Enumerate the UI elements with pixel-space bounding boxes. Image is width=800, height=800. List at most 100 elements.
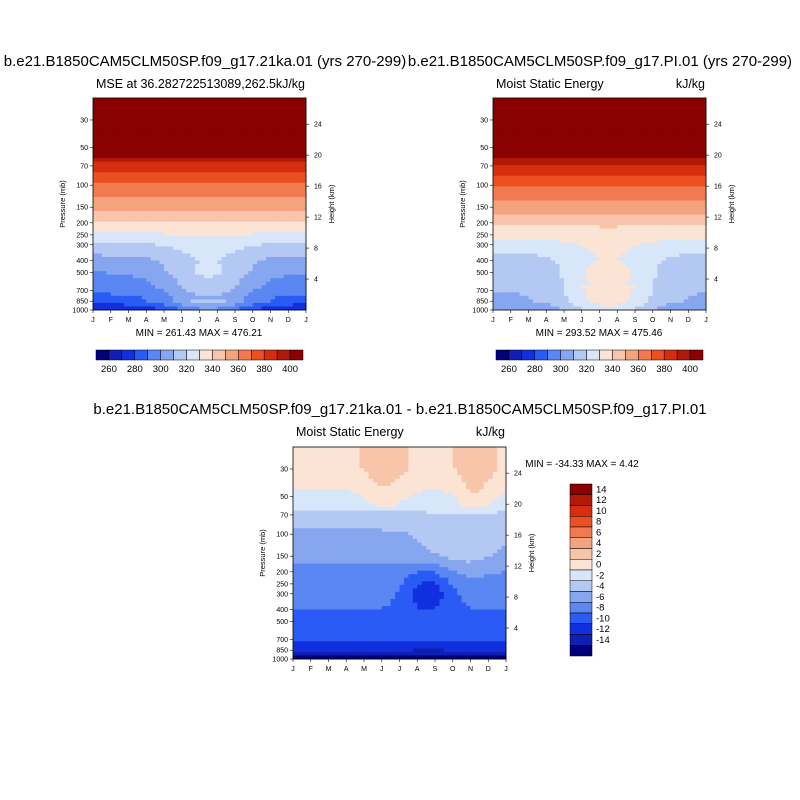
heatmap-cell xyxy=(532,200,538,205)
heatmap-cell xyxy=(212,274,218,279)
heatmap-cell xyxy=(257,140,263,145)
heatmap-cell xyxy=(639,200,645,205)
heatmap-cell xyxy=(683,98,689,102)
heatmap-cell xyxy=(572,228,578,233)
heatmap-cell xyxy=(150,112,156,117)
heatmap-cell xyxy=(239,179,245,184)
heatmap-cell xyxy=(248,235,254,240)
heatmap-cell xyxy=(292,214,298,219)
heatmap-cell xyxy=(292,179,298,184)
heatmap-cell xyxy=(608,207,614,212)
heatmap-cell xyxy=(679,161,685,166)
heatmap-cell xyxy=(661,242,667,247)
heatmap-cell xyxy=(657,143,663,148)
heatmap-cell xyxy=(292,207,298,212)
heatmap-cell xyxy=(541,232,547,237)
heatmap-cell xyxy=(146,143,152,148)
heatmap-cell xyxy=(132,249,138,254)
heatmap-cell xyxy=(101,257,107,261)
heatmap-cell xyxy=(621,179,627,184)
heatmap-cell xyxy=(617,151,623,155)
heatmap-cell xyxy=(93,140,98,145)
heatmap-cell xyxy=(132,246,138,251)
heatmap-cell xyxy=(697,196,702,201)
heatmap-cell xyxy=(510,115,516,120)
heatmap-cell xyxy=(532,168,538,173)
heatmap-cell xyxy=(261,115,267,120)
heatmap-cell xyxy=(586,211,592,215)
heatmap-cell xyxy=(203,158,209,162)
heatmap-cell xyxy=(519,207,525,212)
heatmap-cell xyxy=(648,119,654,124)
heatmap-cell xyxy=(115,225,121,230)
heatmap-cell xyxy=(635,218,640,223)
heatmap-cell xyxy=(635,193,640,198)
heatmap-cell xyxy=(688,112,694,117)
heatmap-cell xyxy=(524,204,529,208)
heatmap-cell xyxy=(137,101,143,106)
heatmap-cell xyxy=(141,133,147,138)
heatmap-cell xyxy=(119,172,125,177)
heatmap-cell xyxy=(159,129,165,134)
heatmap-cell xyxy=(292,143,298,148)
heatmap-cell xyxy=(115,207,121,212)
heatmap-cell xyxy=(626,214,631,219)
heatmap-cell xyxy=(106,200,112,205)
heatmap-cell xyxy=(692,211,698,215)
heatmap-cell xyxy=(101,200,107,205)
heatmap-cell xyxy=(608,98,614,102)
heatmap-cell xyxy=(537,151,543,155)
heatmap-cell xyxy=(132,274,138,279)
heatmap-cell xyxy=(230,161,236,166)
heatmap-cell xyxy=(537,126,543,131)
heatmap-cell xyxy=(230,98,236,102)
heatmap-cell xyxy=(670,108,676,113)
heatmap-cell xyxy=(261,207,267,212)
heatmap-cell xyxy=(164,108,169,113)
heatmap-cell xyxy=(97,175,103,180)
heatmap-cell xyxy=(186,129,192,134)
heatmap-cell xyxy=(701,175,707,180)
heatmap-cell xyxy=(208,285,214,290)
heatmap-cell xyxy=(292,221,298,226)
heatmap-cell xyxy=(212,186,218,191)
heatmap-cell xyxy=(155,218,160,223)
heatmap-cell xyxy=(626,101,631,106)
heatmap-cell xyxy=(572,105,578,109)
heatmap-cell xyxy=(493,98,498,102)
heatmap-cell xyxy=(621,129,627,134)
heatmap-cell xyxy=(577,108,583,113)
heatmap-cell xyxy=(617,98,623,102)
heatmap-cell xyxy=(595,239,600,244)
heatmap-cell xyxy=(493,182,498,187)
heatmap-cell xyxy=(132,271,138,276)
heatmap-cell xyxy=(217,119,223,124)
heatmap-cell xyxy=(226,302,231,307)
heatmap-cell xyxy=(537,136,543,141)
heatmap-cell xyxy=(501,119,507,124)
heatmap-cell xyxy=(524,235,529,240)
heatmap-cell xyxy=(261,126,267,131)
heatmap-cell xyxy=(652,122,658,127)
heatmap-cell xyxy=(608,147,614,152)
heatmap-cell xyxy=(124,225,129,230)
heatmap-cell xyxy=(208,299,214,304)
height-tick-label: 8 xyxy=(314,246,318,253)
heatmap-cell xyxy=(603,98,609,102)
heatmap-cell xyxy=(119,249,125,254)
heatmap-cell xyxy=(701,115,707,120)
heatmap-cell xyxy=(586,175,592,180)
heatmap-cell xyxy=(532,119,538,124)
heatmap-cell xyxy=(124,214,129,219)
heatmap-cell xyxy=(124,242,129,247)
heatmap-cell xyxy=(595,98,600,102)
heatmap-cell xyxy=(261,175,267,180)
heatmap-cell xyxy=(252,281,258,286)
heatmap-cell xyxy=(212,105,218,109)
heatmap-cell xyxy=(132,299,138,304)
heatmap-cell xyxy=(266,105,271,109)
heatmap-cell xyxy=(586,105,592,109)
heatmap-cell xyxy=(577,115,583,120)
heatmap-cell xyxy=(110,200,116,205)
heatmap-cell xyxy=(101,278,107,283)
